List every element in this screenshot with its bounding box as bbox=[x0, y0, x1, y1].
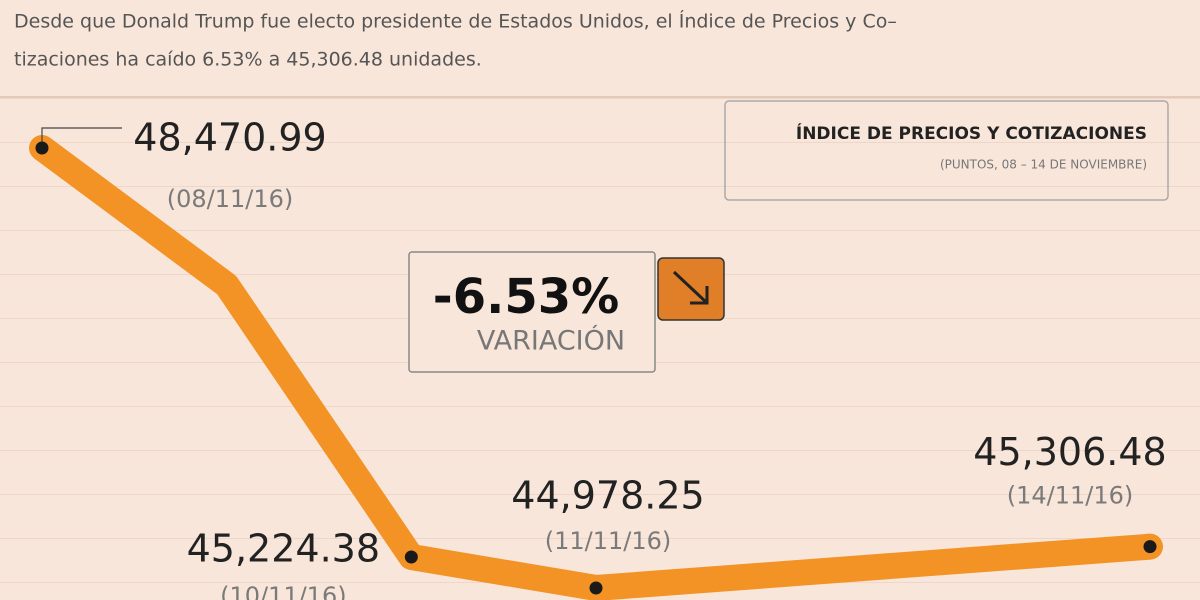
point bbox=[404, 550, 418, 564]
value-label: 45,224.38 bbox=[187, 526, 380, 570]
plot: 48,470.99 (08/11/16) 45,224.38 (10/11/16) 44… bbox=[29, 116, 1167, 600]
date-label: (10/11/16) bbox=[220, 582, 347, 600]
subtitle: Desde que Donald Trump fue electo presid… bbox=[14, 10, 897, 33]
legend-box bbox=[724, 100, 1169, 201]
variation-label: VARIACIÓN bbox=[477, 325, 625, 357]
date-label: (14/11/16) bbox=[1007, 482, 1134, 510]
variation-box bbox=[408, 251, 656, 373]
point bbox=[1143, 540, 1157, 554]
date-label: (11/11/16) bbox=[545, 527, 672, 555]
date-label: (08/11/16) bbox=[167, 185, 294, 213]
point bbox=[35, 141, 49, 155]
subtitle: tizaciones ha caído 6.53% a 45,306.48 un… bbox=[14, 49, 482, 71]
point bbox=[589, 581, 603, 595]
value-label: 45,306.48 bbox=[973, 430, 1166, 474]
variation-value: -6.53% bbox=[433, 269, 619, 325]
leader-line bbox=[41, 127, 122, 148]
chart-title: ÍNDICE DE PRECIOS Y COTIZACIONES bbox=[796, 122, 1147, 144]
units-note: (PUNTOS, 08 – 14 DE NOVIEMBRE) bbox=[940, 158, 1147, 172]
value-label: 48,470.99 bbox=[133, 116, 326, 160]
value-label: 44,978.25 bbox=[511, 474, 704, 518]
arrow bbox=[672, 270, 709, 305]
